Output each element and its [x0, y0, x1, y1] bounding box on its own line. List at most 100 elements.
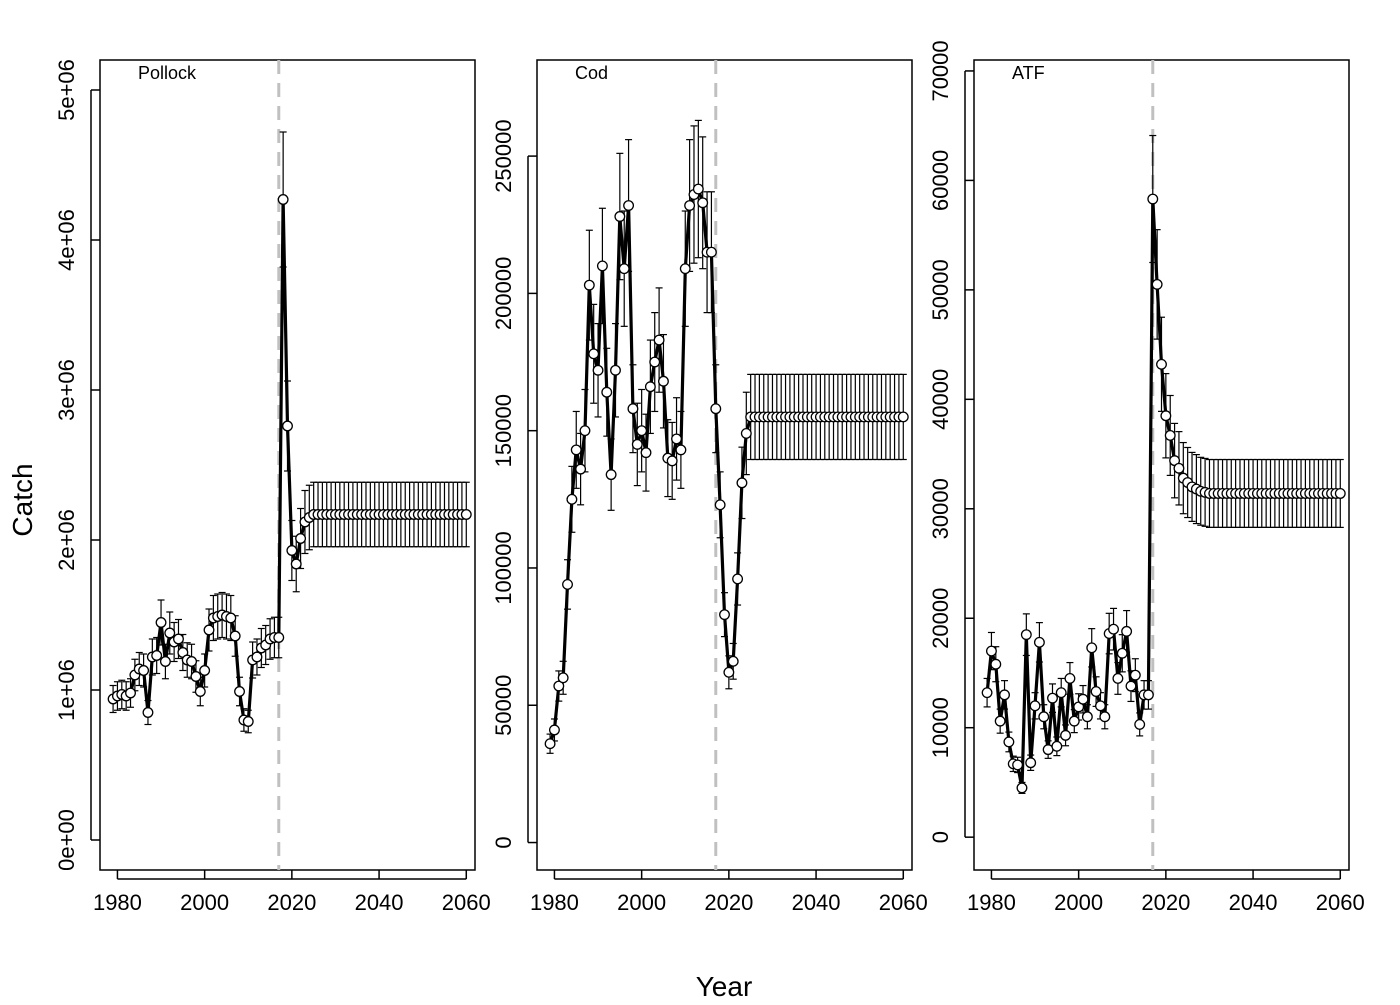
data-point [1060, 729, 1072, 741]
data-point [675, 444, 687, 456]
chart-panel-atf: 1980 2000 2020 2040 2060 0 10000 20000 30000 4000… [928, 40, 1365, 915]
data-point [679, 263, 691, 275]
data-point [999, 689, 1010, 701]
data-point [985, 645, 997, 657]
data-point [242, 716, 254, 727]
y-tick-label: 100000 [491, 531, 516, 604]
data-point [1125, 680, 1137, 692]
data-point [1003, 736, 1015, 748]
data-point [736, 477, 748, 489]
data-point [125, 687, 136, 699]
data-point [553, 680, 565, 692]
data-point [290, 558, 302, 570]
data-point [1051, 740, 1063, 752]
data-point [1112, 672, 1124, 684]
data-point [610, 364, 621, 376]
data-point [588, 348, 600, 360]
data-point [286, 545, 298, 556]
y-tick-label: 30000 [928, 478, 953, 539]
data-point [1156, 358, 1167, 370]
data-point [1334, 488, 1346, 499]
data-point [596, 260, 608, 272]
x-tick-label: 2000 [180, 890, 229, 915]
y-tick-label: 3e+06 [54, 359, 79, 421]
data-point [229, 630, 241, 642]
data-point [562, 578, 573, 590]
data-point [653, 334, 665, 346]
data-point [601, 386, 613, 398]
data-point [273, 632, 285, 643]
data-point [644, 381, 656, 393]
x-tick-label: 2060 [879, 890, 928, 915]
x-axis-title: Year [696, 971, 753, 1000]
x-tick-label: 2000 [617, 890, 666, 915]
data-point [705, 246, 717, 258]
data-point [199, 665, 211, 676]
data-point [203, 624, 215, 636]
data-point [142, 707, 154, 718]
data-point [460, 509, 472, 520]
y-tick-label: 200000 [491, 257, 516, 330]
data-point [575, 463, 587, 475]
data-point [740, 427, 752, 439]
data-point [1160, 410, 1172, 422]
y-tick-label: 50000 [928, 259, 953, 320]
data-point [623, 200, 635, 211]
data-point [605, 469, 617, 481]
y-tick-label: 0e+00 [54, 809, 79, 871]
chart-panel-cod: 1980 2000 2020 2040 2060 0 50000 100000 150000 20… [491, 59, 928, 915]
data-point [618, 263, 630, 275]
data-point [557, 672, 569, 684]
x-tick-label: 2020 [1141, 890, 1190, 915]
data-point [723, 666, 735, 678]
y-tick-label: 0 [928, 831, 953, 843]
panel-title: ATF [1012, 63, 1045, 83]
data-point [1142, 689, 1154, 701]
data-point [636, 425, 648, 437]
y-tick-label: 40000 [928, 369, 953, 430]
data-point [225, 612, 237, 624]
y-axis-title: Catch [7, 463, 38, 536]
data-point [1029, 700, 1041, 712]
data-point [627, 403, 639, 415]
data-point [1055, 687, 1067, 699]
data-point [671, 433, 682, 445]
data-point [649, 356, 661, 368]
y-tick-label: 60000 [928, 150, 953, 211]
data-point [186, 656, 198, 667]
y-tick-label: 4e+06 [54, 209, 79, 271]
panel-title: Cod [575, 63, 608, 83]
data-point [1099, 711, 1111, 723]
y-tick-label: 0 [491, 836, 516, 848]
plot-frame [973, 59, 1350, 871]
data-point [164, 627, 176, 639]
x-tick-label: 2000 [1054, 890, 1103, 915]
data-point [1064, 672, 1076, 684]
panel-title: Pollock [138, 63, 197, 83]
data-point [897, 411, 909, 423]
data-point [1033, 636, 1045, 648]
data-point [282, 420, 293, 432]
x-tick-label: 1980 [967, 890, 1016, 915]
data-point [295, 533, 307, 544]
y-tick-label: 5e+06 [54, 59, 79, 121]
data-point [159, 656, 171, 667]
data-point [981, 687, 993, 699]
data-point [151, 650, 163, 661]
data-point [614, 211, 626, 222]
data-point [1173, 462, 1185, 474]
data-point [1151, 278, 1163, 290]
data-point [1020, 629, 1032, 641]
data-point [666, 455, 678, 467]
data-point [1095, 700, 1106, 712]
y-tick-label: 50000 [491, 675, 516, 736]
x-tick-label: 2020 [704, 890, 753, 915]
data-point [1134, 718, 1146, 730]
data-point [640, 447, 652, 459]
x-tick-label: 2040 [355, 890, 404, 915]
chart-panel-pollock: 1980 2000 2020 2040 2060 0e+00 1e+06 2e+06 3e+06… [54, 59, 491, 915]
catch-series-line [548, 187, 904, 745]
data-point [251, 651, 263, 663]
